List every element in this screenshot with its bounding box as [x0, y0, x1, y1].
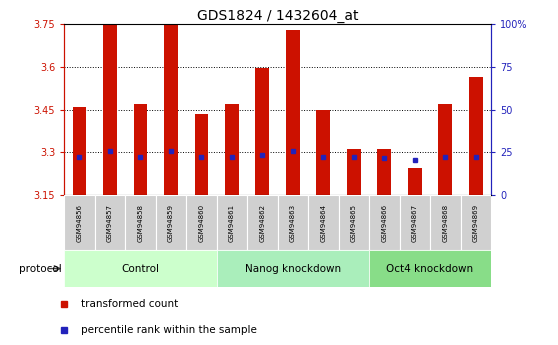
Bar — [316, 109, 330, 195]
Bar — [278, 195, 308, 250]
Text: percentile rank within the sample: percentile rank within the sample — [81, 325, 257, 335]
Bar — [469, 77, 483, 195]
Bar — [64, 195, 95, 250]
Bar — [369, 195, 400, 250]
Text: Nanog knockdown: Nanog knockdown — [245, 264, 341, 274]
Title: GDS1824 / 1432604_at: GDS1824 / 1432604_at — [197, 9, 358, 23]
Text: GSM94858: GSM94858 — [137, 204, 143, 241]
Bar — [408, 168, 422, 195]
Bar — [439, 104, 452, 195]
Text: GSM94866: GSM94866 — [381, 204, 387, 241]
Bar — [400, 195, 430, 250]
Bar — [286, 30, 300, 195]
Bar — [73, 107, 86, 195]
Bar — [339, 195, 369, 250]
Bar — [308, 195, 339, 250]
Bar — [217, 195, 247, 250]
Text: transformed count: transformed count — [81, 299, 179, 309]
Bar — [460, 195, 491, 250]
Bar — [256, 68, 269, 195]
Text: protocol: protocol — [18, 264, 61, 274]
Bar — [347, 149, 360, 195]
Bar — [195, 114, 208, 195]
Bar — [103, 24, 117, 195]
Bar — [369, 250, 491, 287]
Text: GSM94867: GSM94867 — [412, 204, 418, 241]
Text: GSM94868: GSM94868 — [442, 204, 448, 241]
Text: GSM94857: GSM94857 — [107, 204, 113, 241]
Text: GSM94862: GSM94862 — [259, 204, 266, 241]
Text: GSM94863: GSM94863 — [290, 204, 296, 241]
Text: GSM94864: GSM94864 — [320, 204, 326, 241]
Bar — [247, 195, 277, 250]
Text: GSM94859: GSM94859 — [168, 204, 174, 241]
Text: Control: Control — [122, 264, 160, 274]
Text: Oct4 knockdown: Oct4 knockdown — [387, 264, 474, 274]
Bar — [186, 195, 217, 250]
Text: GSM94869: GSM94869 — [473, 204, 479, 241]
Bar — [164, 24, 178, 195]
Bar — [217, 250, 369, 287]
Text: GSM94856: GSM94856 — [76, 204, 83, 241]
Bar — [133, 104, 147, 195]
Bar — [95, 195, 125, 250]
Bar — [125, 195, 156, 250]
Bar — [156, 195, 186, 250]
Bar — [430, 195, 460, 250]
Bar — [225, 104, 239, 195]
Text: GSM94861: GSM94861 — [229, 204, 235, 241]
Bar — [377, 149, 391, 195]
Text: GSM94865: GSM94865 — [351, 204, 357, 241]
Text: GSM94860: GSM94860 — [199, 204, 204, 241]
Bar — [64, 250, 217, 287]
